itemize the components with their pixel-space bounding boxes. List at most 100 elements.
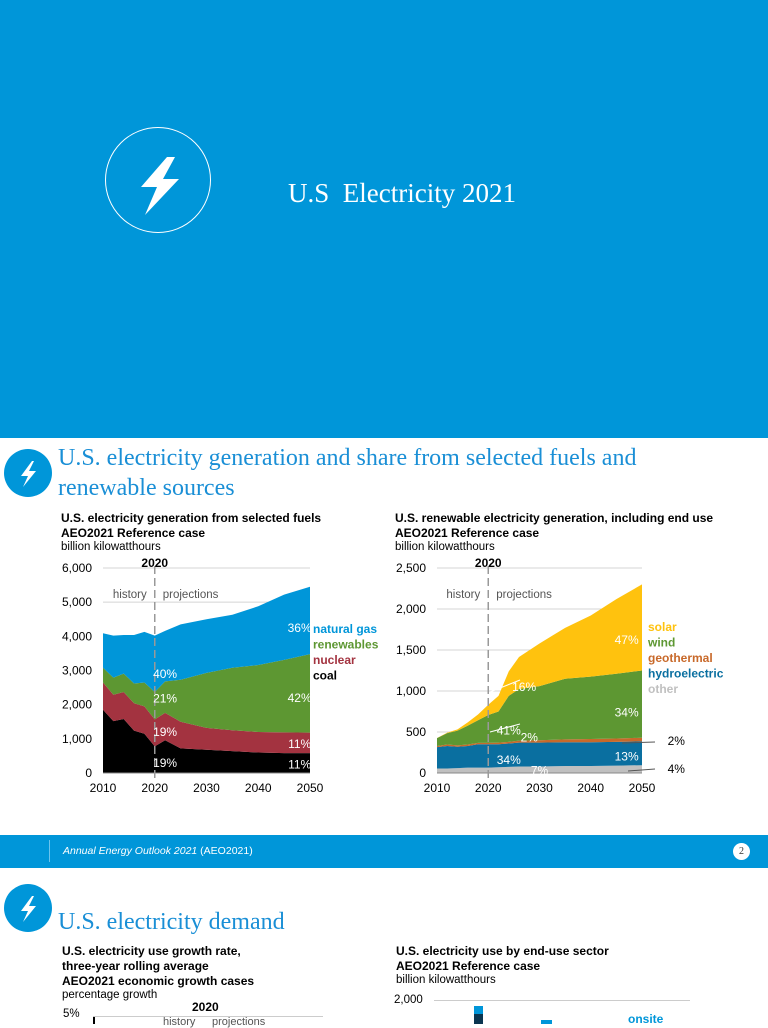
y-tick-label: 1,000: [396, 684, 426, 698]
data-label: 19%: [153, 725, 177, 739]
slide-badge: [4, 884, 52, 932]
data-label: 2%: [668, 734, 686, 748]
data-label: 34%: [615, 705, 639, 719]
cover-icon-circle: [105, 127, 211, 233]
leader-line: [489, 723, 521, 733]
slide-title: U.S. electricity generation and share fr…: [58, 443, 636, 503]
chart-subtitle: AEO2021 Reference case: [395, 526, 540, 540]
y-tick-label: 1,500: [396, 643, 426, 657]
y-tick-label: 3,000: [62, 664, 92, 678]
marker-year-label: 2020: [141, 556, 168, 570]
lightning-bolt-icon: [140, 156, 179, 215]
y-tick-label: 4,000: [62, 629, 92, 643]
history-label: history: [163, 1016, 196, 1028]
slide-title-line: U.S. electricity generation and share fr…: [58, 445, 637, 471]
data-label: 34%: [497, 753, 521, 767]
y-axis-unit: billion kilowatthours: [61, 541, 161, 553]
legend-item-renewables: renewables: [313, 638, 379, 652]
legend-item-hydroelectric: hydroelectric: [648, 667, 724, 681]
slide-footer: Annual Energy Outlook 2021 (AEO2021) 2: [0, 835, 768, 868]
data-label: 16%: [512, 680, 536, 694]
y-tick: 5%: [63, 1008, 80, 1020]
data-label: 40%: [153, 667, 177, 681]
projections-label: projections: [163, 589, 219, 601]
footer-text: Annual Energy Outlook 2021 (AEO2021): [63, 845, 253, 857]
area-geothermal: [437, 737, 642, 748]
gridline: [434, 1000, 690, 1001]
footer-divider: [49, 840, 50, 862]
chart-title: three-year rolling average: [62, 959, 209, 973]
chart-title: U.S. electricity generation from selecte…: [61, 511, 322, 525]
y-tick-label: 2,500: [396, 561, 426, 575]
x-tick-label: 2050: [629, 781, 656, 795]
area-solar: [437, 584, 642, 739]
slide-badge: [4, 449, 52, 497]
y-tick-label: 6,000: [62, 561, 92, 575]
x-tick-label: 2010: [90, 781, 117, 795]
marker-year: 2020: [192, 1000, 219, 1014]
chart-title: AEO2021 economic growth cases: [62, 974, 255, 988]
projections-label: projections: [496, 589, 552, 601]
slide-title: U.S. electricity demand: [58, 909, 285, 935]
bar: [474, 1014, 483, 1024]
data-label: 42%: [288, 691, 312, 705]
marker-year-label: 2020: [475, 556, 502, 570]
data-label: 11%: [288, 737, 311, 751]
x-tick-label: 2050: [297, 781, 324, 795]
y-tick: 2,000: [394, 994, 423, 1006]
page-number: 2: [733, 843, 750, 860]
y-tick-label: 0: [419, 766, 426, 780]
data-label: 4%: [668, 762, 686, 776]
legend-item-natural-gas: natural gas: [313, 622, 377, 636]
legend-label: onsite: [628, 1012, 664, 1026]
data-label: 11%: [288, 757, 311, 771]
bar: [541, 1020, 552, 1024]
series-line: [93, 1017, 95, 1024]
cover-title: U.S Electricity 2021: [288, 178, 516, 208]
legend-item-solar: solar: [648, 620, 677, 634]
leader-line: [621, 741, 656, 744]
footer-abbrev: (AEO2021): [197, 845, 253, 857]
lightning-bolt-icon: [21, 461, 36, 487]
legend-item-coal: coal: [313, 669, 337, 683]
data-label: 13%: [615, 750, 639, 764]
chart4-header: U.S. electricity use by end-use sector A…: [396, 944, 609, 986]
data-label: 2%: [521, 731, 539, 745]
x-tick-label: 2020: [475, 781, 502, 795]
chart1-header: U.S. electricity generation from selecte…: [61, 511, 321, 553]
y-tick-label: 500: [406, 725, 426, 739]
data-label: 47%: [615, 633, 639, 647]
legend-item-nuclear: nuclear: [313, 653, 356, 667]
area-coal: [103, 709, 310, 773]
x-tick-label: 2010: [424, 781, 451, 795]
x-tick-label: 2030: [193, 781, 220, 795]
data-label: 19%: [153, 756, 177, 770]
chart-title: U.S. electricity use growth rate,: [62, 944, 241, 958]
leader-line: [627, 768, 656, 772]
chart-title: U.S. renewable electricity generation, i…: [395, 511, 714, 525]
chart3-header: U.S. electricity use growth rate, three-…: [62, 944, 254, 1001]
legend-item-geothermal: geothermal: [648, 651, 713, 665]
x-tick-label: 2040: [245, 781, 272, 795]
history-label: history: [446, 589, 480, 601]
chart-subtitle: AEO2021 Reference case: [61, 526, 206, 540]
y-axis-unit: billion kilowatthours: [396, 974, 496, 986]
x-tick-label: 2030: [526, 781, 553, 795]
gridline: [93, 1016, 323, 1017]
projections-label: projections: [212, 1016, 266, 1028]
data-label: 36%: [288, 621, 312, 635]
slide-title-line: renewable sources: [58, 475, 235, 501]
cover-slide: U.S Electricity 2021: [0, 0, 768, 438]
x-tick-label: 2040: [577, 781, 604, 795]
x-tick-label: 2020: [141, 781, 168, 795]
data-label: 41%: [497, 723, 521, 737]
chart-title: AEO2021 Reference case: [396, 959, 541, 973]
legend-item-wind: wind: [647, 636, 675, 650]
y-tick-label: 1,000: [62, 732, 92, 746]
y-tick-label: 0: [85, 766, 92, 780]
y-axis-unit: billion kilowatthours: [395, 541, 495, 553]
y-tick-label: 2,000: [62, 698, 92, 712]
history-label: history: [113, 589, 147, 601]
data-label: 21%: [153, 692, 177, 706]
leader-line: [489, 679, 521, 693]
